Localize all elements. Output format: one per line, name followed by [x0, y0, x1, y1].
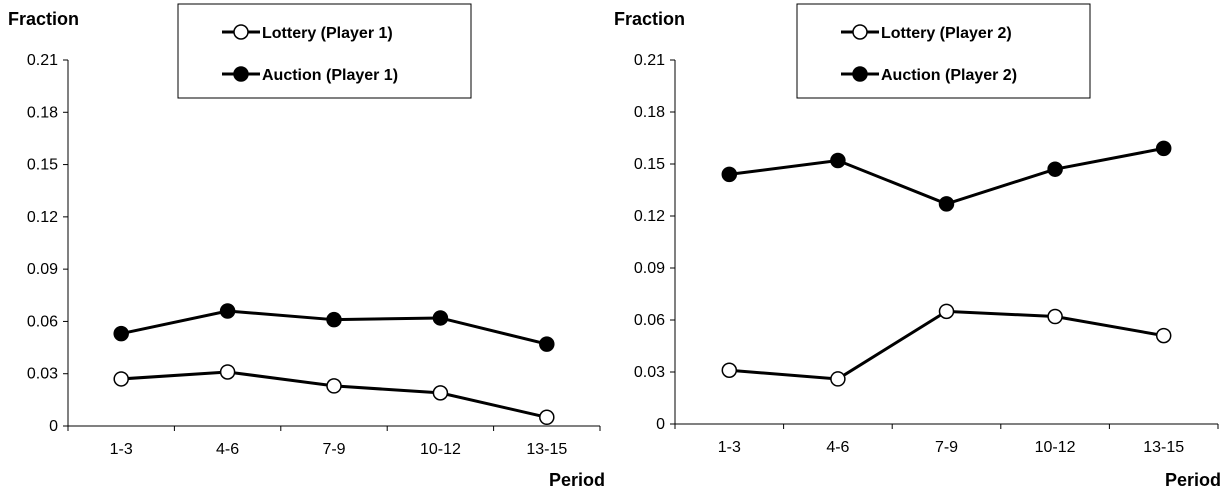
data-point-lottery	[113, 371, 129, 387]
data-point-auction	[721, 166, 738, 183]
x-axis-title: Period	[1165, 470, 1221, 490]
chart-player-2-svg: 0 0.03 0.06 0.09 0.12 0.15 0.18 0.21 1-3 4-6 7-9 10…	[614, 3, 1221, 490]
x-tick-label: 4-6	[826, 439, 849, 456]
y-tick-label: 0.09	[27, 261, 58, 278]
chart-player-1-svg: 0 0.03 0.06 0.09 0.12 0.15 0.18 0.21 1-3 4-6 7-9 10…	[8, 3, 605, 490]
data-point-auction	[432, 310, 449, 326]
y-axis-title: Fraction	[8, 9, 79, 29]
data-point-lottery	[219, 364, 236, 380]
data-point-lottery	[938, 303, 955, 320]
y-tick-label: 0.12	[27, 209, 58, 226]
legend-marker	[233, 66, 249, 82]
legend-label: Lottery (Player 2)	[881, 25, 1012, 42]
y-tick-label: 0.21	[634, 52, 665, 69]
data-point-lottery	[1155, 327, 1172, 344]
y-tick-label: 0.06	[27, 313, 58, 330]
y-tick-label: 0.18	[27, 104, 58, 121]
data-point-auction	[326, 311, 342, 328]
data-point-auction	[219, 303, 236, 319]
x-tick-label: 1-3	[110, 441, 133, 458]
data-point-auction	[539, 336, 555, 352]
chart-player-2: 0 0.03 0.06 0.09 0.12 0.15 0.18 0.21 1-3 4-6 7-9 10…	[608, 0, 1226, 493]
legend-label: Auction (Player 2)	[881, 67, 1017, 84]
legend-marker	[852, 24, 868, 40]
legend-box	[177, 3, 472, 99]
legend-box	[796, 3, 1091, 99]
x-tick-label: 1-3	[718, 439, 741, 456]
data-point-lottery	[830, 371, 846, 387]
data-point-lottery	[539, 409, 555, 426]
x-tick-label: 4-6	[216, 441, 239, 458]
y-axis-title: Fraction	[614, 9, 685, 29]
y-tick-label: 0.15	[27, 157, 58, 174]
y-tick-label: 0	[656, 416, 665, 433]
data-point-lottery	[326, 378, 342, 394]
data-point-auction	[938, 196, 955, 212]
data-point-auction	[113, 325, 129, 342]
legend-label: Auction (Player 1)	[262, 67, 398, 84]
y-tick-label: 0.06	[634, 312, 665, 329]
data-point-lottery	[721, 362, 738, 379]
legend-label: Lottery (Player 1)	[262, 25, 393, 42]
y-tick-label: 0.18	[634, 104, 665, 121]
x-axis-title: Period	[549, 470, 605, 490]
data-point-auction	[1047, 161, 1063, 177]
y-tick-label: 0.15	[634, 156, 665, 173]
y-tick-label: 0.12	[634, 208, 665, 225]
y-tick-label: 0	[49, 418, 58, 435]
data-point-lottery	[1047, 308, 1063, 325]
y-tick-label: 0.03	[634, 364, 665, 381]
legend-marker	[233, 24, 249, 40]
series-line-0	[729, 309, 1164, 381]
series-line-1	[729, 146, 1164, 206]
x-tick-label: 7-9	[322, 441, 345, 458]
data-point-auction	[830, 152, 846, 169]
legend-marker	[852, 66, 868, 82]
x-tick-label: 13-15	[526, 441, 567, 458]
chart-player-1: 0 0.03 0.06 0.09 0.12 0.15 0.18 0.21 1-3 4-6 7-9 10…	[8, 3, 605, 490]
x-tick-label: 13-15	[1143, 439, 1184, 456]
x-tick-label: 10-12	[420, 441, 461, 458]
y-tick-label: 0.09	[634, 260, 665, 277]
x-tick-label: 10-12	[1035, 439, 1076, 456]
data-point-lottery	[432, 385, 449, 401]
data-point-auction	[1155, 140, 1172, 157]
y-tick-label: 0.03	[27, 366, 58, 383]
y-tick-label: 0.21	[27, 52, 58, 69]
x-tick-label: 7-9	[935, 439, 958, 456]
